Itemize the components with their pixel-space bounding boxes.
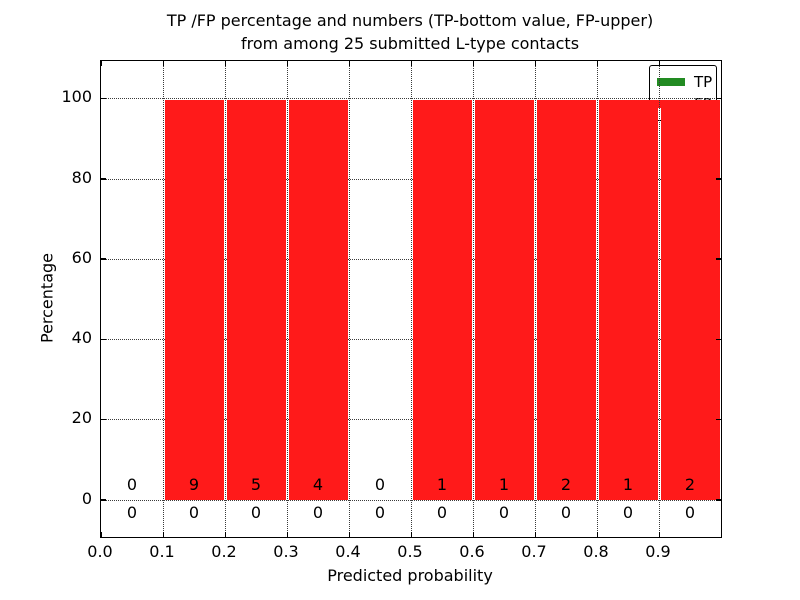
x-tick-mark-top — [596, 61, 598, 66]
y-tick-mark — [101, 338, 106, 341]
x-tick-mark-top — [348, 61, 350, 66]
x-axis-label: Predicted probability — [327, 566, 493, 585]
x-tick-mark — [100, 532, 102, 537]
fp-count-label: 9 — [188, 474, 200, 494]
tp-count-label: 0 — [498, 502, 510, 522]
x-tick-mark — [596, 532, 598, 537]
x-tick-label: 0.1 — [149, 542, 175, 561]
x-tick-label: 0.7 — [521, 542, 547, 561]
y-tick-label: 100 — [61, 87, 92, 107]
x-tick-mark-top — [472, 61, 474, 66]
x-tick-mark — [224, 532, 226, 537]
y-tick-mark — [101, 97, 106, 100]
fp-bar — [165, 100, 224, 500]
fp-bar — [661, 100, 720, 500]
x-tick-label: 0.9 — [645, 542, 671, 561]
fp-bar — [289, 100, 348, 500]
x-tick-mark — [162, 532, 164, 537]
v-gridline — [473, 61, 474, 537]
fp-count-label: 4 — [312, 474, 324, 494]
fp-count-label: 5 — [250, 474, 262, 494]
fp-count-label: 1 — [622, 474, 634, 494]
x-tick-label: 0.5 — [397, 542, 423, 561]
y-tick-label: 40 — [71, 328, 92, 348]
v-gridline — [163, 61, 164, 537]
tp-swatch — [657, 78, 685, 86]
y-tick-mark — [101, 499, 106, 501]
fp-count-label: 2 — [560, 474, 572, 494]
v-gridline — [411, 61, 412, 537]
fp-count-label: 1 — [436, 474, 448, 494]
y-tick-label: 80 — [71, 167, 92, 187]
x-tick-mark-top — [100, 61, 102, 66]
x-tick-label: 0.4 — [335, 542, 361, 561]
legend-label: TP — [694, 72, 713, 91]
v-gridline — [349, 61, 350, 537]
chart-title-line2: from among 25 submitted L-type contacts — [240, 34, 580, 53]
y-tick-mark — [101, 258, 106, 260]
y-tick-mark-right — [716, 338, 721, 341]
v-gridline — [225, 61, 226, 537]
x-tick-label: 0.2 — [211, 542, 237, 561]
fp-count-label: 0 — [374, 474, 386, 494]
fp-count-label: 1 — [498, 474, 510, 494]
fp-bar — [537, 100, 596, 500]
fp-count-label: 0 — [126, 474, 138, 494]
tp-count-label: 0 — [684, 502, 696, 522]
x-tick-mark — [348, 532, 350, 537]
tp-count-label: 0 — [250, 502, 262, 522]
x-tick-label: 0.3 — [273, 542, 299, 561]
y-tick-mark-right — [716, 258, 721, 260]
tp-count-label: 0 — [126, 502, 138, 522]
chart-title: TP /FP percentage and numbers (TP-bottom… — [100, 9, 720, 55]
tp-count-label: 0 — [622, 502, 634, 522]
v-gridline — [287, 61, 288, 537]
tp-count-label: 0 — [436, 502, 448, 522]
x-tick-mark — [534, 532, 536, 537]
tp-count-label: 0 — [560, 502, 572, 522]
x-tick-mark-top — [286, 61, 288, 66]
fp-bar — [599, 100, 658, 500]
x-tick-mark-top — [224, 61, 226, 66]
v-gridline — [659, 61, 660, 537]
x-tick-label: 0.6 — [459, 542, 485, 561]
x-tick-mark — [286, 532, 288, 537]
x-tick-mark-top — [658, 61, 660, 66]
x-tick-label: 0.8 — [583, 542, 609, 561]
fp-bar — [475, 100, 534, 500]
y-tick-mark-right — [716, 499, 721, 501]
y-tick-label: 0 — [81, 488, 92, 508]
v-gridline — [597, 61, 598, 537]
y-tick-mark-right — [716, 97, 721, 100]
x-tick-mark-top — [410, 61, 412, 66]
y-tick-mark-right — [716, 178, 721, 180]
legend-entry-tp: TP — [657, 71, 713, 93]
y-tick-mark — [101, 178, 106, 180]
fp-bar — [413, 100, 472, 500]
x-tick-mark — [658, 532, 660, 537]
fp-count-label: 2 — [684, 474, 696, 494]
y-tick-mark-right — [716, 418, 721, 421]
x-tick-mark — [410, 532, 412, 537]
y-tick-label: 60 — [71, 247, 92, 267]
v-gridline — [535, 61, 536, 537]
fp-bar — [227, 100, 286, 500]
chart-title-line1: TP /FP percentage and numbers (TP-bottom… — [166, 11, 654, 30]
y-tick-label: 20 — [71, 408, 92, 428]
y-tick-mark — [101, 418, 106, 421]
x-tick-mark-top — [534, 61, 536, 66]
x-tick-mark — [472, 532, 474, 537]
x-tick-mark-top — [162, 61, 164, 66]
tp-count-label: 0 — [188, 502, 200, 522]
tp-count-label: 0 — [374, 502, 386, 522]
tp-count-label: 0 — [312, 502, 324, 522]
x-tick-label: 0.0 — [87, 542, 113, 561]
